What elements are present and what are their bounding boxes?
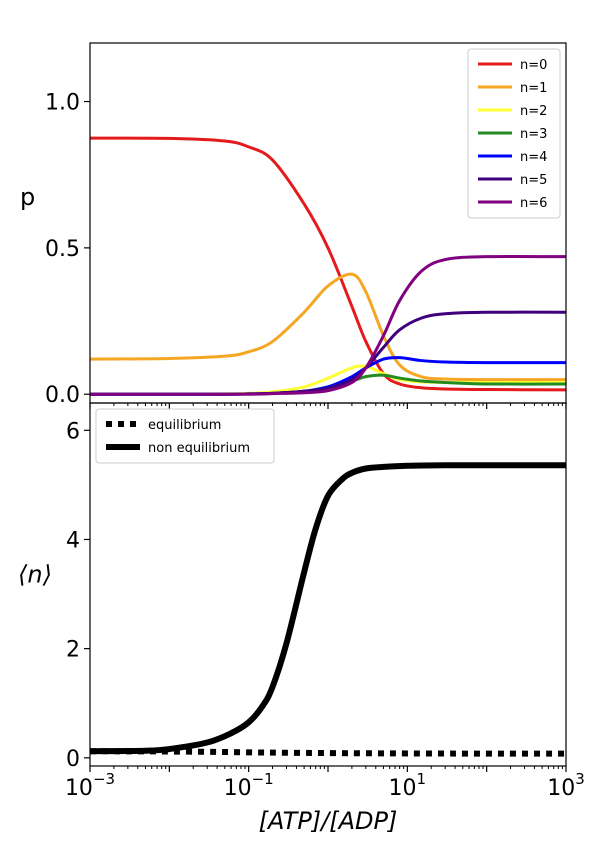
legend-box [467, 48, 561, 219]
x-tick-label: 10−3 [65, 770, 115, 801]
legend: n=0 n=1 n=2 n=3 n=4 n=5 n=6 [467, 48, 561, 219]
legend-label: n=6 [520, 196, 547, 211]
x-tick-label: 10−1 [224, 770, 274, 801]
bottom-panel: 0 2 4 6 10−3 10−1 101 103 ⟨n⟩ [ATP]/[ADP] equilibr… [18, 402, 585, 835]
legend-label: equilibrium [148, 418, 221, 433]
y-tick-label: 6 [66, 419, 80, 444]
legend-label: non equilibrium [148, 441, 250, 456]
y-tick-label: 0.5 [45, 237, 80, 262]
y-tick-label: 0 [66, 747, 80, 772]
legend: equilibrium non equilibrium [95, 408, 275, 464]
legend-label: n=3 [520, 127, 547, 142]
series-line-non-equilibrium [89, 462, 566, 755]
legend-label: n=4 [520, 150, 547, 165]
legend-label: n=5 [520, 173, 547, 188]
y-axis-title: p [20, 183, 35, 211]
series-line-n-6 [89, 254, 567, 396]
series-line-equilibrium [89, 748, 567, 757]
legend-label: n=1 [520, 81, 547, 96]
y-tick-label: 2 [66, 638, 80, 663]
legend-box [95, 408, 275, 464]
y-tick-label: 0.0 [45, 383, 80, 408]
y-tick-label: 4 [66, 528, 80, 553]
y-axis-title: ⟨n⟩ [18, 561, 52, 589]
series-line-n-0 [89, 136, 567, 392]
x-tick-label: 103 [547, 770, 585, 801]
top-panel: 0.0 0.5 1.0 p n=0 n=1 n=2 n=3 n=4 n=5 n=6 [20, 42, 567, 409]
legend-label: n=2 [520, 104, 547, 119]
legend-label: n=0 [520, 58, 547, 73]
series-line-n-1 [89, 272, 567, 382]
x-tick-label: 101 [389, 770, 427, 801]
y-tick-label: 1.0 [45, 91, 80, 116]
x-axis-title: [ATP]/[ADP] [259, 807, 398, 835]
